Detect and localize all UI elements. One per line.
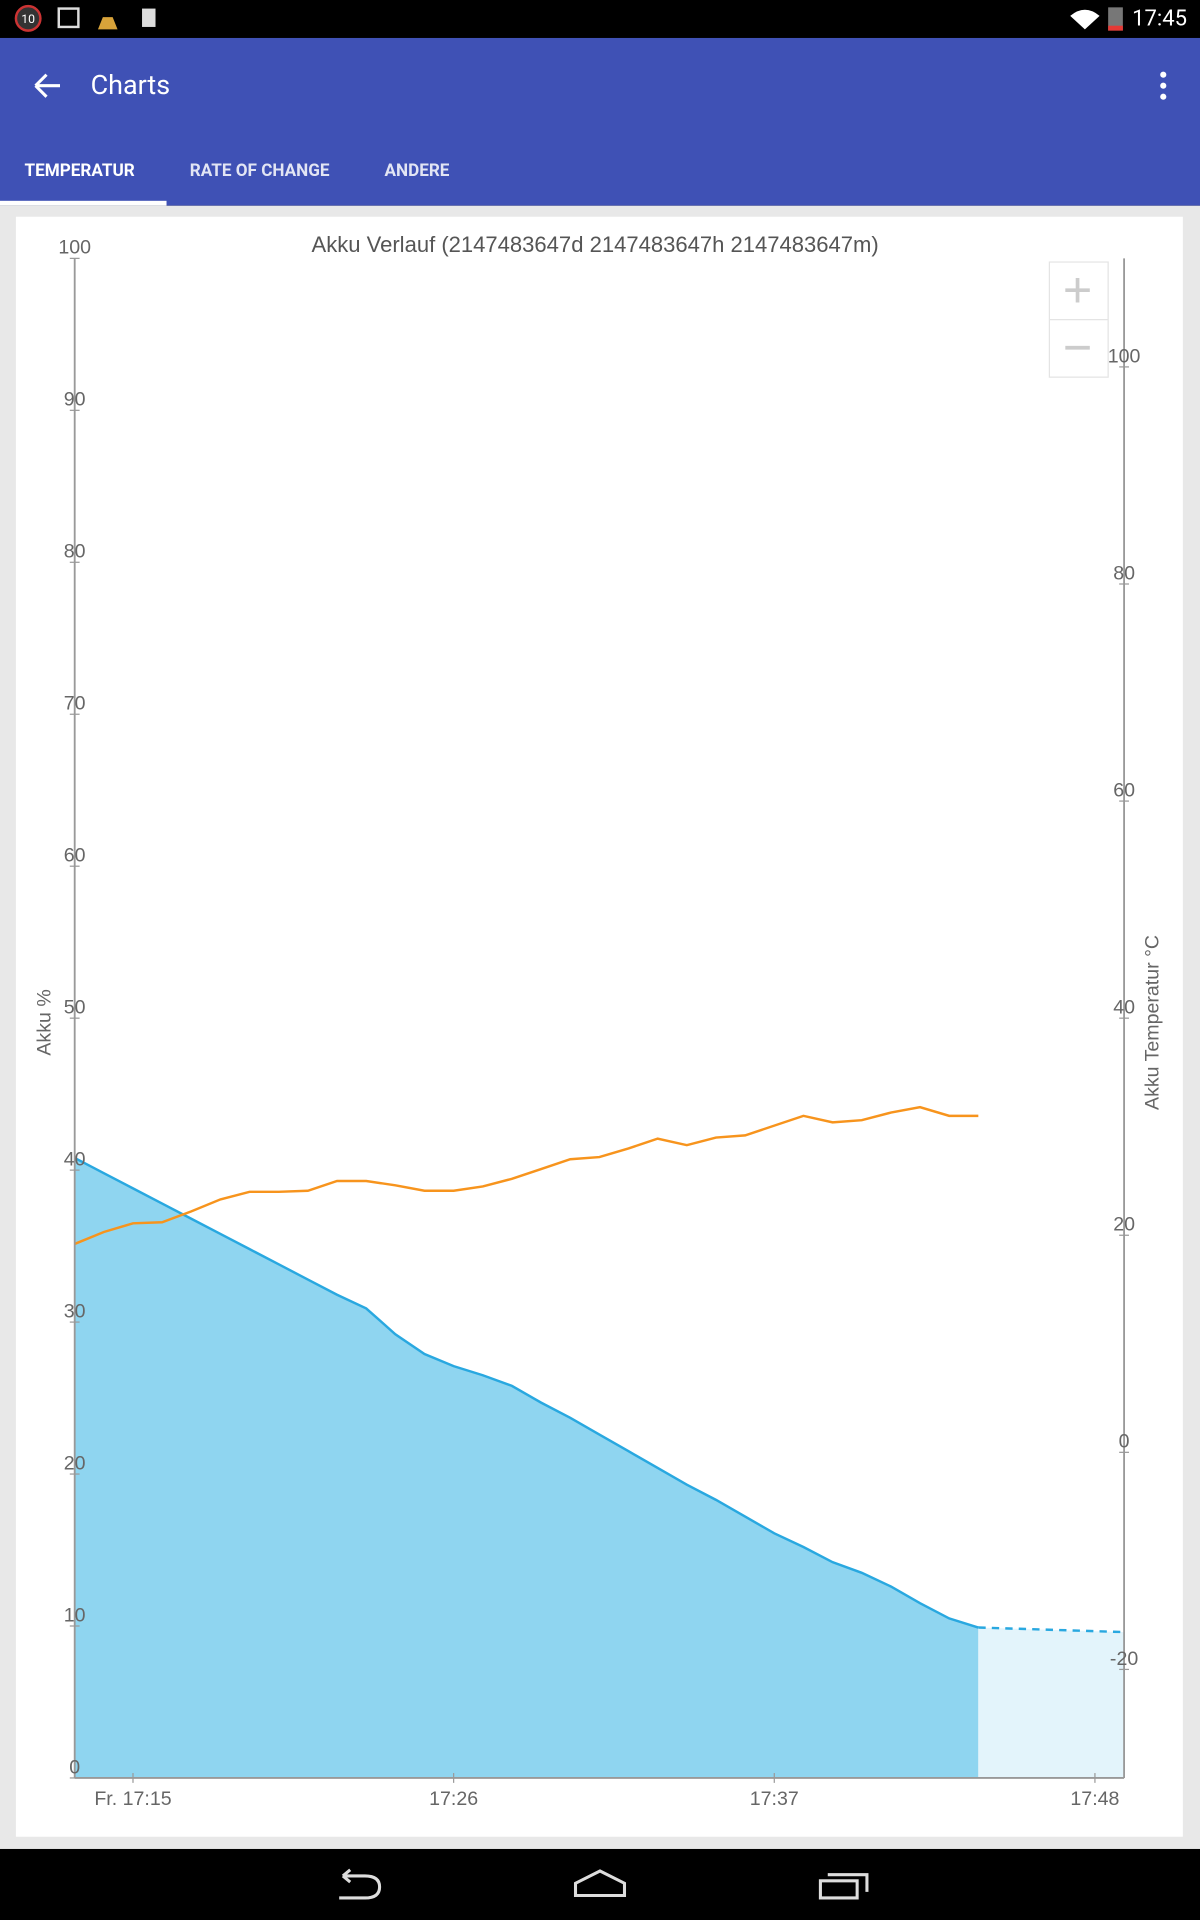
tab[interactable]: RATE OF CHANGE [190, 161, 330, 181]
area [978, 1627, 1125, 1778]
chart-title: Akku Verlauf (2147483647d 2147483647h 21… [312, 232, 879, 257]
tab[interactable]: ANDERE [384, 161, 449, 181]
nav-bar [0, 1848, 1200, 1920]
tab-indicator [0, 200, 167, 206]
y-tick-label: 40 [64, 1148, 86, 1170]
back-button[interactable] [34, 73, 60, 98]
zoom-in[interactable] [1065, 277, 1090, 303]
x-tick-label: Fr. 17:15 [94, 1788, 171, 1810]
wifi-icon [1070, 9, 1100, 30]
notification-icon [14, 4, 42, 32]
x-tick-label: 17:26 [429, 1788, 478, 1810]
battery-level [1108, 25, 1123, 31]
y2-tick-label: -20 [1110, 1648, 1138, 1670]
y-tick-label: 0 [69, 1756, 80, 1778]
y-tick-label: 10 [64, 1604, 86, 1626]
y-tick-label: 90 [64, 389, 86, 411]
x-tick-label: 17:37 [750, 1788, 799, 1810]
line [74, 1105, 979, 1246]
y2-tick-label: 40 [1113, 997, 1135, 1019]
status-bar [0, 0, 1200, 38]
clock: 17:45 [1132, 6, 1187, 31]
y-tick-label: 70 [64, 693, 86, 715]
tab[interactable]: TEMPERATUR [24, 161, 134, 181]
gallery-icon [57, 7, 80, 29]
y-tick-label: 30 [64, 1300, 86, 1322]
area [74, 1157, 979, 1778]
y2-tick-label: 0 [1119, 1431, 1130, 1453]
y-axis-label: Akku % [33, 989, 55, 1055]
y-tick-label: 80 [64, 541, 86, 563]
line [978, 1626, 1125, 1634]
notification-badge: 10 [21, 12, 35, 26]
y-tick-label: 20 [64, 1452, 86, 1474]
nav-back[interactable] [339, 1868, 382, 1900]
battery-icon [1108, 7, 1123, 31]
y-tick-label: 50 [64, 997, 86, 1019]
app-title: Charts [91, 69, 170, 101]
y-tick-label: 60 [64, 845, 86, 867]
x-tick-label: 17:48 [1070, 1788, 1119, 1810]
y2-tick-label: 60 [1113, 779, 1135, 801]
y2-tick-label: 20 [1113, 1214, 1135, 1236]
y2-tick-label: 100 [1108, 345, 1141, 367]
nav-recents[interactable] [818, 1873, 869, 1900]
y-tick-label: 100 [58, 237, 91, 259]
app-bar [0, 37, 1200, 206]
overflow-menu[interactable] [1160, 71, 1167, 100]
cleaner-icon [97, 17, 118, 30]
line [74, 1156, 979, 1629]
sd-icon [142, 8, 156, 27]
y2-tick-label: 80 [1113, 562, 1135, 584]
y2-axis-label: Akku Temperatur °C [1142, 935, 1164, 1110]
nav-home[interactable] [573, 1869, 627, 1898]
